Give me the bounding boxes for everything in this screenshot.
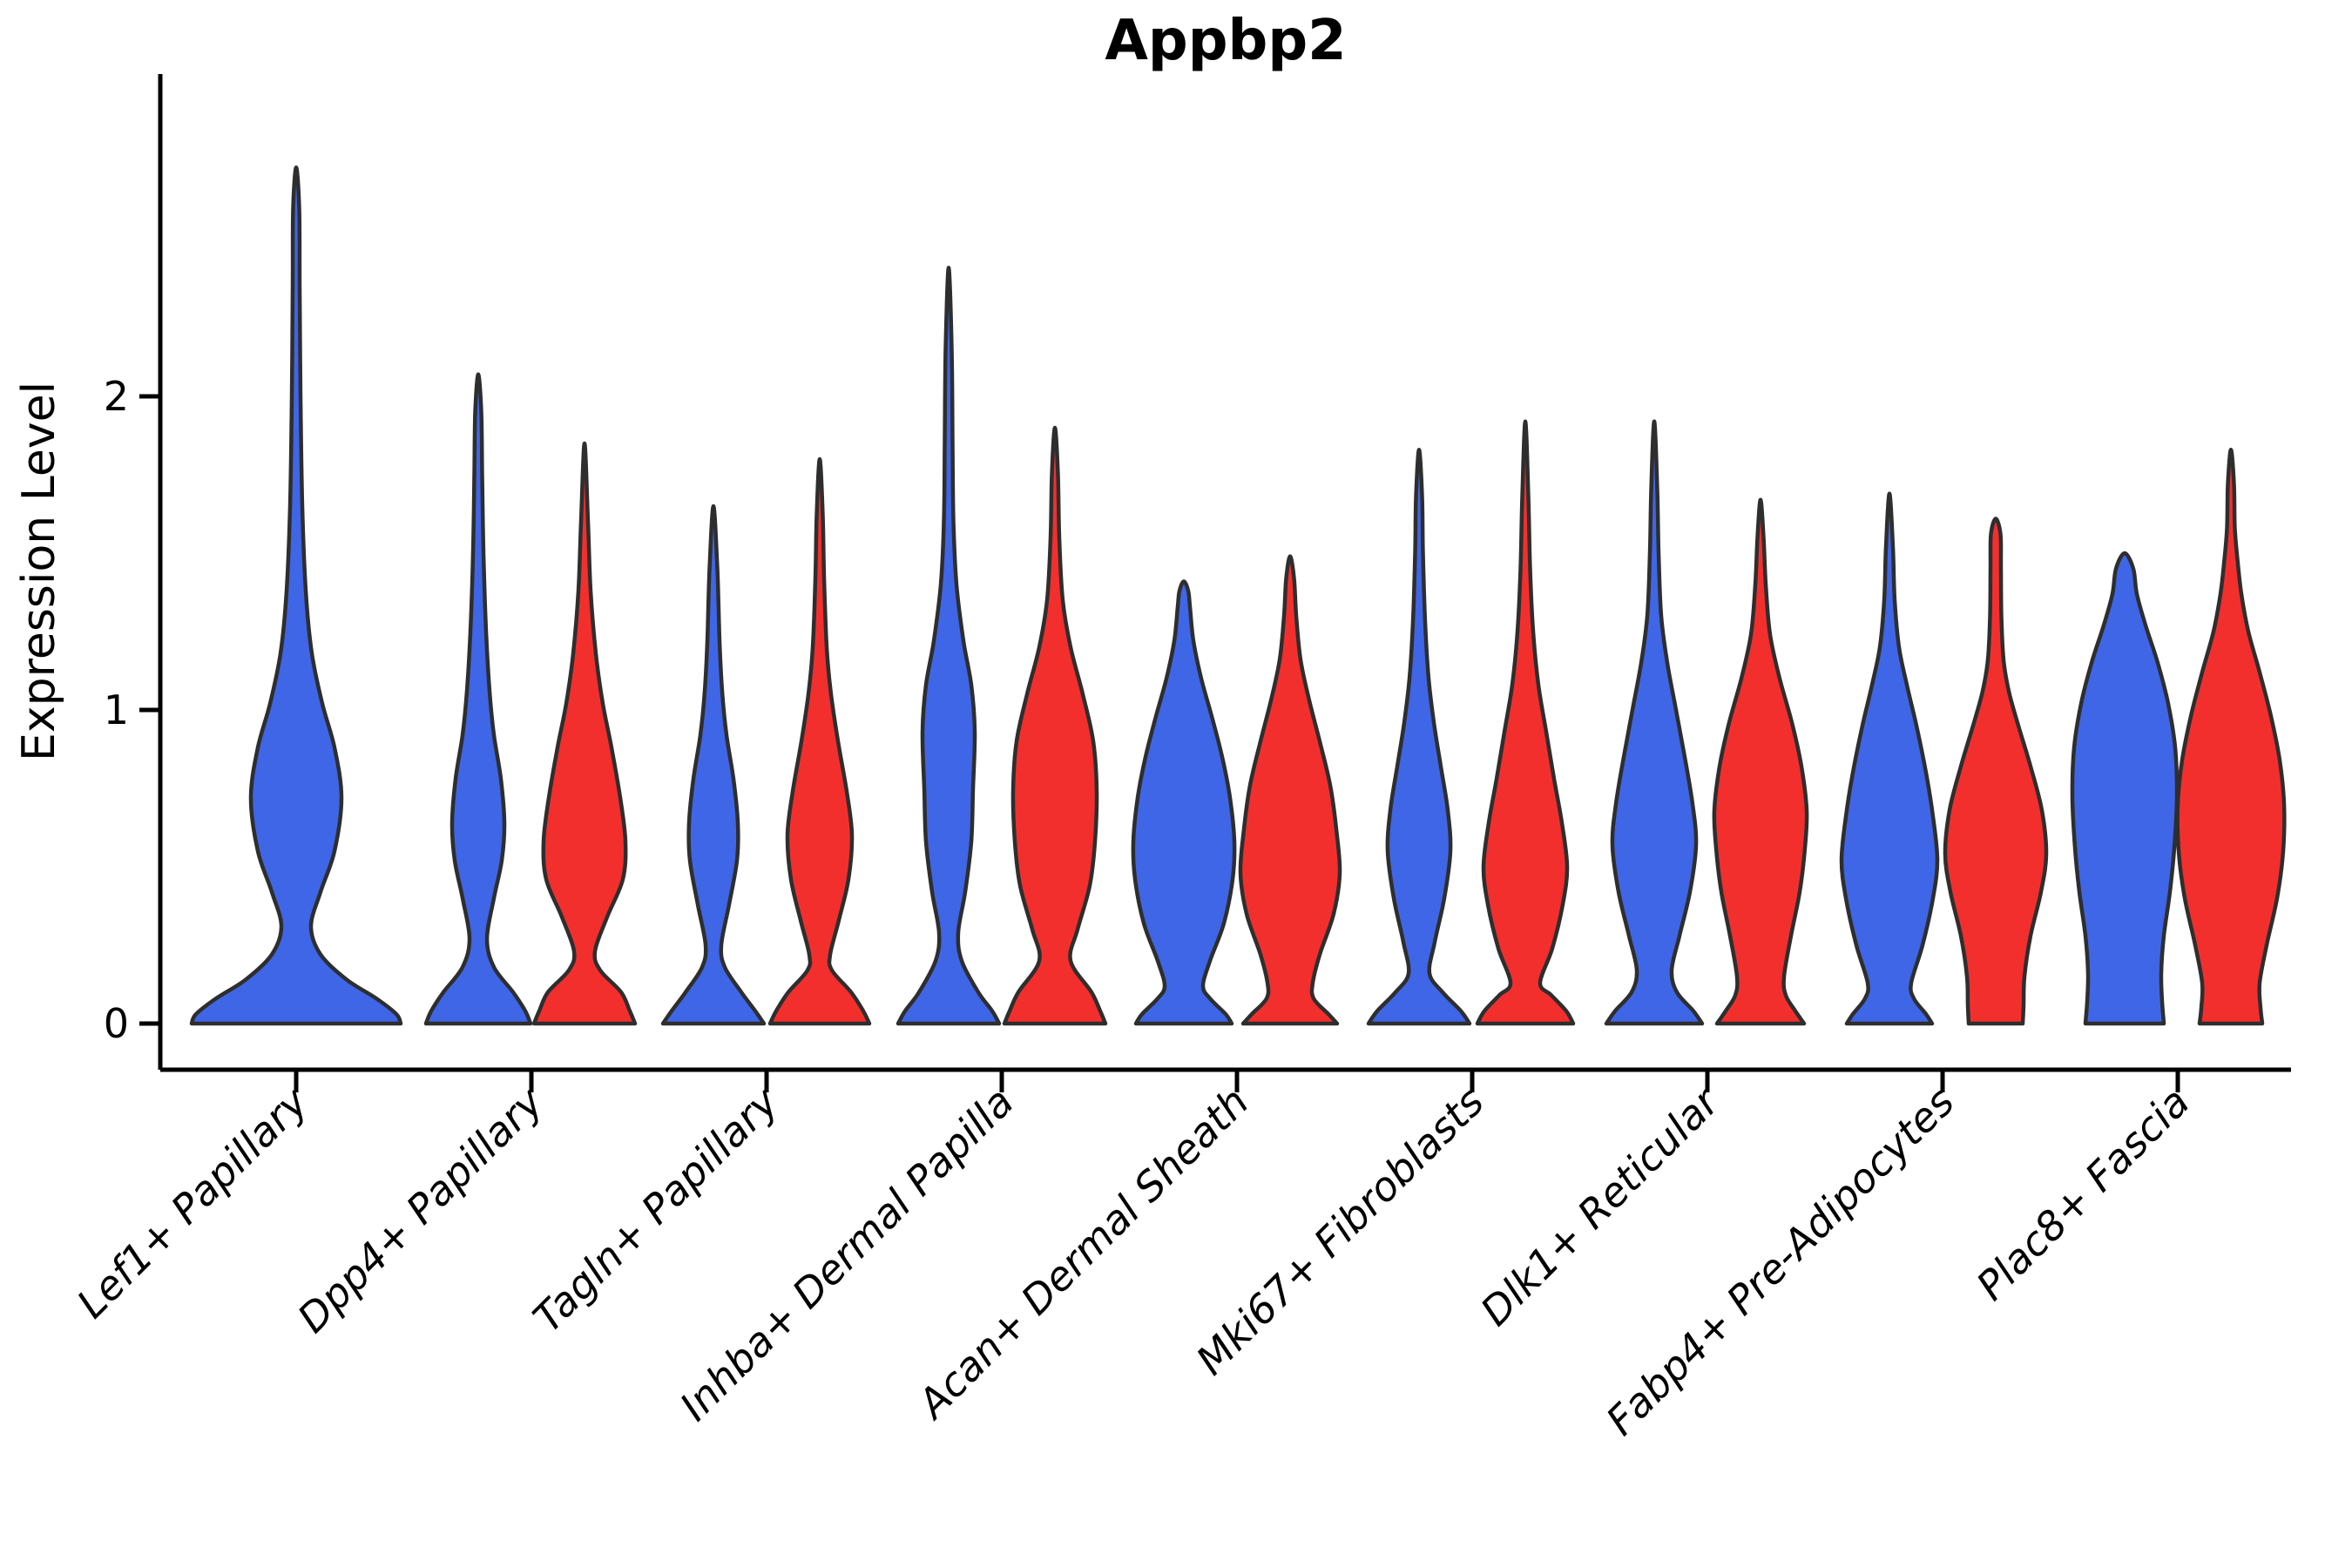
x-tick-label: Dlk1+ Reticular: [1471, 1076, 1730, 1335]
violin-mki67-group1: [1366, 447, 1472, 1026]
violin-plac8-group1: [2070, 551, 2180, 1026]
violin-acan-group1: [1131, 579, 1237, 1026]
x-tick-label: Plac8+ Fascia: [1967, 1078, 2198, 1309]
violin-inhba-group1: [896, 266, 1002, 1026]
chart-title: Appbp2: [1105, 9, 1346, 73]
y-tick-label: 0: [104, 1000, 129, 1047]
violin-acan-group2: [1238, 554, 1342, 1026]
violin-dpp4-group2: [531, 441, 638, 1026]
axes-layer: [139, 74, 2291, 1092]
x-tick-label: Dpp4+ Papillary: [288, 1078, 552, 1342]
violin-dlk1-group1: [1604, 419, 1705, 1026]
y-tick-label: 2: [104, 373, 129, 420]
violin-tagln-group2: [767, 456, 872, 1026]
violin-inhba-group2: [1002, 425, 1108, 1026]
violin-tagln-group1: [660, 504, 767, 1026]
violin-dlk1-group2: [1712, 497, 1809, 1026]
x-tick-label: Lef1+ Papillary: [68, 1078, 317, 1327]
violins-layer: [189, 165, 2287, 1026]
violin-fabp4-group1: [1839, 491, 1940, 1026]
violin-lef1-group1: [189, 165, 403, 1026]
violin-mki67-group2: [1475, 419, 1576, 1026]
y-tick-label: 1: [104, 686, 129, 733]
violin-plac8-group2: [2175, 447, 2287, 1026]
y-axis-label: Expression Level: [13, 382, 65, 761]
violin-dpp4-group1: [423, 372, 533, 1026]
violin-fabp4-group2: [1943, 517, 2049, 1026]
x-tick-label: Tagln+ Papillary: [524, 1078, 787, 1342]
